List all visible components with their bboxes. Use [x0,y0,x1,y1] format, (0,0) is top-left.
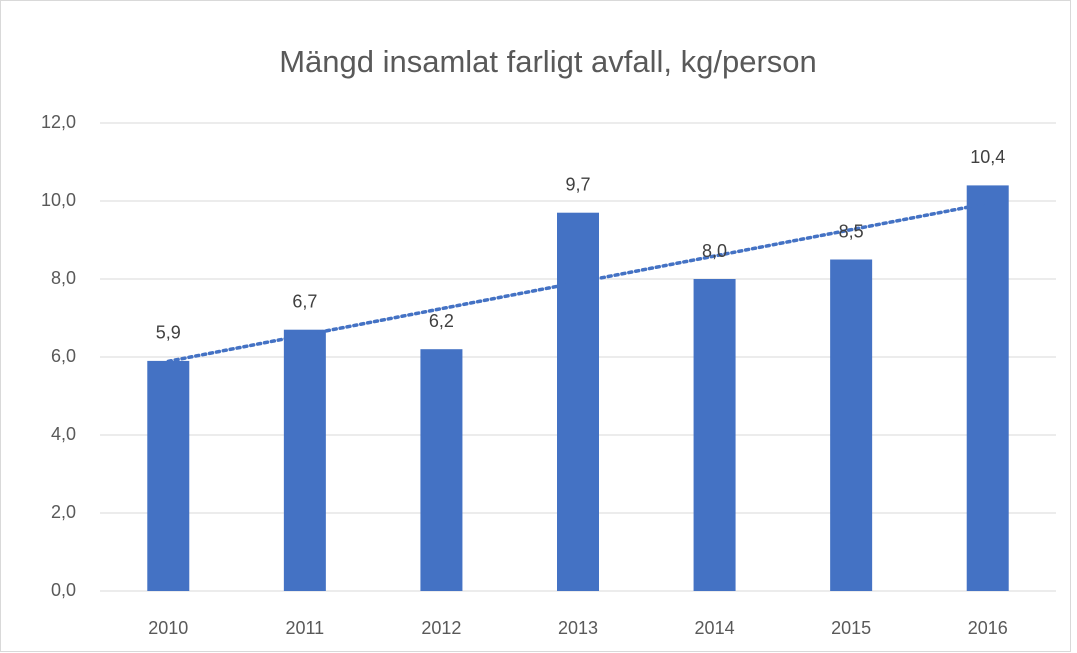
data-label: 9,7 [565,174,590,194]
bar [420,349,463,591]
x-tick-label: 2010 [148,618,188,638]
x-tick-label: 2012 [421,618,461,638]
y-tick-label: 4,0 [51,424,76,444]
data-label: 5,9 [156,323,181,343]
bar [147,360,190,591]
x-tick-label: 2011 [285,618,324,638]
y-tick-label: 6,0 [51,346,76,366]
x-tick-label: 2013 [558,618,598,638]
bar [830,259,873,591]
chart-title: Mängd insamlat farligt avfall, kg/person [279,44,817,79]
trendline [166,201,990,364]
bar [283,329,326,591]
data-label: 6,2 [429,311,454,331]
y-tick-label: 0,0 [51,580,76,600]
y-tick-label: 12,0 [41,112,76,132]
data-label: 8,0 [702,241,727,261]
data-label: 6,7 [292,291,317,311]
x-tick-label: 2016 [968,618,1008,638]
data-label: 10,4 [970,147,1005,167]
y-tick-label: 2,0 [51,502,76,522]
data-label: 8,5 [839,221,864,241]
bar [557,212,599,591]
x-tick-label: 2015 [831,618,871,638]
bar [966,185,1009,591]
y-tick-label: 10,0 [41,190,76,210]
bar [693,279,736,591]
y-tick-label: 8,0 [51,268,76,288]
x-tick-label: 2014 [695,618,735,638]
